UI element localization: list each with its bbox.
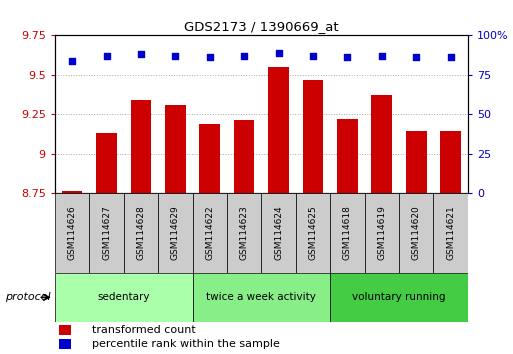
Text: percentile rank within the sample: percentile rank within the sample: [92, 339, 280, 349]
Bar: [55, 193, 89, 273]
Text: sedentary: sedentary: [97, 292, 150, 302]
Text: GSM114623: GSM114623: [240, 205, 249, 260]
Text: GSM114622: GSM114622: [205, 205, 214, 260]
Bar: [200, 124, 220, 354]
Text: voluntary running: voluntary running: [352, 292, 446, 302]
Text: GSM114627: GSM114627: [102, 205, 111, 260]
Bar: [433, 193, 468, 273]
Bar: [406, 131, 426, 354]
Point: [171, 53, 180, 59]
Bar: [165, 105, 186, 354]
Point: [343, 55, 351, 60]
Point: [274, 50, 283, 56]
Text: transformed count: transformed count: [92, 325, 196, 335]
Bar: [330, 193, 365, 273]
Bar: [440, 131, 461, 354]
Text: GSM114625: GSM114625: [308, 205, 318, 260]
Text: GSM114626: GSM114626: [68, 205, 76, 260]
Point: [378, 53, 386, 59]
Bar: [296, 193, 330, 273]
Text: GSM114624: GSM114624: [274, 205, 283, 260]
Text: protocol: protocol: [5, 292, 51, 302]
Bar: [337, 119, 358, 354]
Bar: [55, 273, 192, 322]
Bar: [62, 192, 83, 354]
Bar: [261, 193, 296, 273]
Bar: [124, 193, 158, 273]
Bar: [365, 193, 399, 273]
Point: [68, 58, 76, 63]
Text: GSM114628: GSM114628: [136, 205, 145, 260]
Bar: [371, 95, 392, 354]
Bar: [158, 193, 192, 273]
Text: GSM114620: GSM114620: [412, 205, 421, 260]
Bar: [59, 325, 71, 335]
Bar: [399, 193, 433, 273]
Point: [137, 51, 145, 57]
Bar: [192, 193, 227, 273]
Text: GSM114621: GSM114621: [446, 205, 455, 260]
Text: twice a week activity: twice a week activity: [206, 292, 317, 302]
Text: GSM114629: GSM114629: [171, 205, 180, 260]
Point: [103, 53, 111, 59]
Point: [412, 55, 420, 60]
Text: GSM114619: GSM114619: [378, 205, 386, 260]
Bar: [227, 193, 261, 273]
Bar: [330, 273, 468, 322]
Point: [446, 55, 455, 60]
Bar: [234, 120, 254, 354]
Bar: [192, 273, 330, 322]
Point: [240, 53, 248, 59]
Bar: [131, 100, 151, 354]
Bar: [268, 67, 289, 354]
Bar: [59, 339, 71, 349]
Point: [206, 55, 214, 60]
Title: GDS2173 / 1390669_at: GDS2173 / 1390669_at: [184, 20, 339, 33]
Bar: [96, 133, 117, 354]
Text: GSM114618: GSM114618: [343, 205, 352, 260]
Bar: [89, 193, 124, 273]
Point: [309, 53, 317, 59]
Bar: [303, 80, 323, 354]
